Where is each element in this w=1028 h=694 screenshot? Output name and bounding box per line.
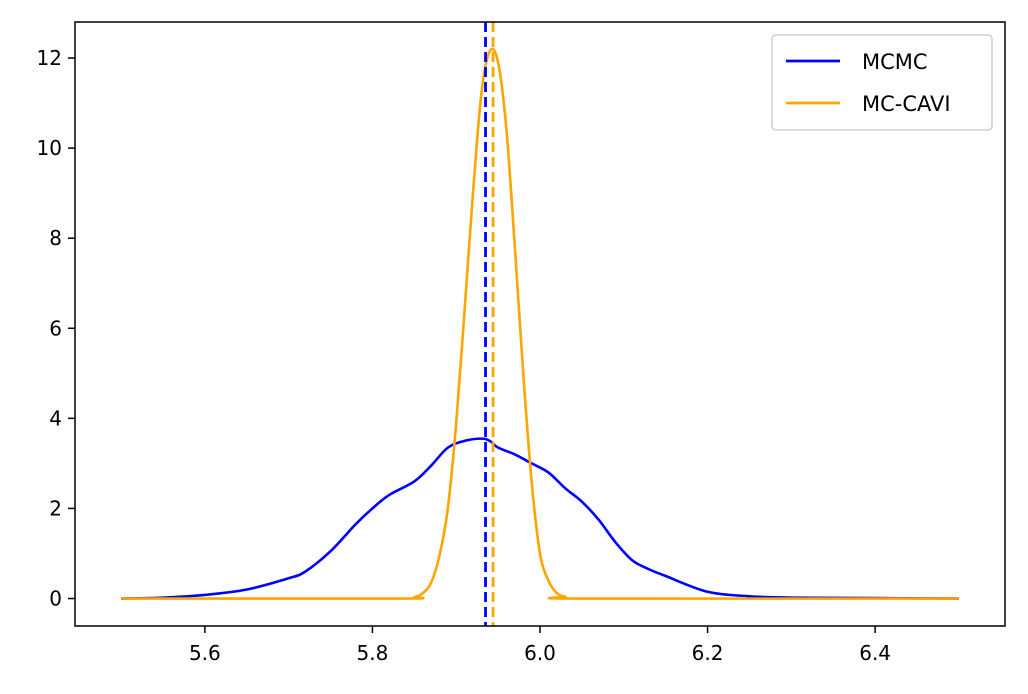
x-tick-label: 6.0	[524, 641, 556, 665]
legend-box	[771, 34, 993, 131]
legend-label-mcmc: MCMC	[862, 50, 928, 74]
y-tick-label: 0	[49, 587, 62, 611]
legend: MCMC MC-CAVI	[771, 34, 993, 131]
x-tick-label: 6.4	[859, 641, 891, 665]
legend-label-mc-cavi: MC-CAVI	[862, 92, 951, 116]
y-tick-label: 12	[37, 46, 62, 70]
y-tick-label: 4	[49, 406, 62, 430]
plot-area	[121, 22, 959, 626]
x-tick-label: 5.8	[357, 641, 389, 665]
y-tick-label: 8	[49, 226, 62, 250]
y-tick-label: 6	[49, 316, 62, 340]
series-line-mcmc	[121, 437, 959, 600]
y-tick-label: 10	[37, 136, 62, 160]
axes: 5.6 5.8 6.0 6.2 6.4 0 2 4 6 8 10 12	[37, 21, 1006, 665]
x-tick-label: 5.6	[189, 641, 221, 665]
series-line-mc-cavi	[121, 47, 959, 600]
y-tick-label: 2	[49, 496, 62, 520]
x-tick-label: 6.2	[692, 641, 724, 665]
